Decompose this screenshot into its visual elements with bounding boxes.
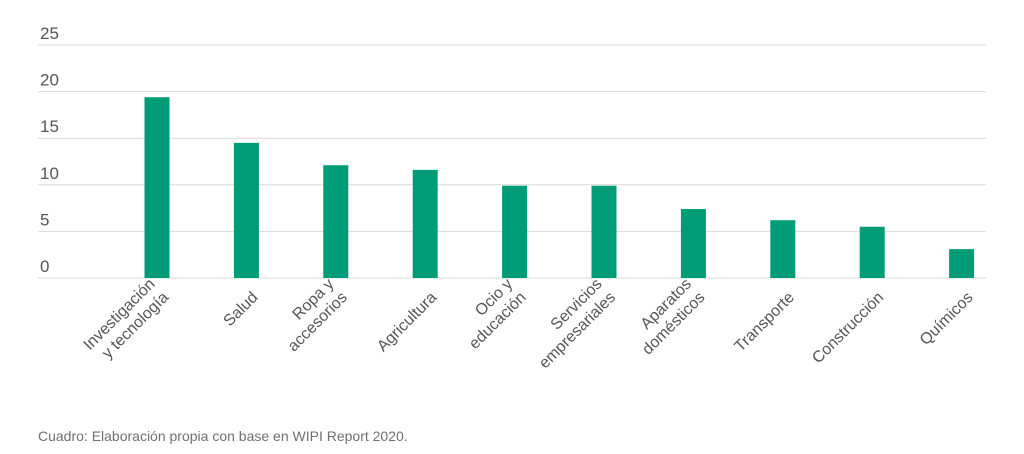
x-category-line: Agricultura	[374, 289, 440, 355]
bar-2	[323, 165, 349, 278]
x-category-label: Ropa yaccesorios	[271, 276, 351, 356]
x-category-label: Investigacióny tecnología	[81, 276, 173, 368]
x-category-label: Serviciosempresariales	[523, 276, 620, 373]
x-category-label: Salud	[221, 289, 262, 330]
y-axis-ticks: 0 5 10 15 20 25	[40, 24, 59, 276]
y-tick-label: 0	[40, 257, 49, 276]
x-category-label: Aparatosdomésticos	[626, 276, 709, 359]
x-category-label: Ocio yeducación	[453, 276, 530, 353]
bar-6	[680, 209, 706, 278]
gridlines	[38, 44, 986, 279]
x-axis-labels: Investigacióny tecnología Salud Ropa yacce…	[81, 276, 977, 373]
x-category-line: Construcción	[809, 289, 887, 367]
x-category-label: Químicos	[917, 289, 977, 349]
y-tick-label: 5	[40, 210, 49, 229]
bar-7	[770, 220, 796, 278]
x-category-label: Construcción	[809, 289, 887, 367]
x-category-label: Agricultura	[374, 289, 440, 355]
x-category-line: Salud	[221, 289, 262, 330]
x-category-label: Transporte	[732, 289, 798, 355]
bar-1	[233, 142, 259, 278]
bar-8	[859, 226, 885, 278]
y-tick-label: 10	[40, 164, 59, 183]
x-category-line: Químicos	[917, 289, 977, 349]
y-tick-label: 20	[40, 71, 59, 90]
bar-3	[412, 169, 438, 278]
bar-5	[591, 185, 617, 278]
y-tick-label: 25	[40, 24, 59, 43]
bar-9	[949, 249, 975, 278]
x-category-line: Transporte	[732, 289, 798, 355]
y-tick-label: 15	[40, 117, 59, 136]
bars	[144, 97, 975, 278]
bar-0	[144, 97, 170, 278]
bar-4	[502, 185, 528, 278]
chart-caption: Cuadro: Elaboración propia con base en W…	[38, 428, 408, 444]
bar-chart: 0 5 10 15 20 25 Investigacióny tecnología Salu…	[38, 24, 986, 373]
